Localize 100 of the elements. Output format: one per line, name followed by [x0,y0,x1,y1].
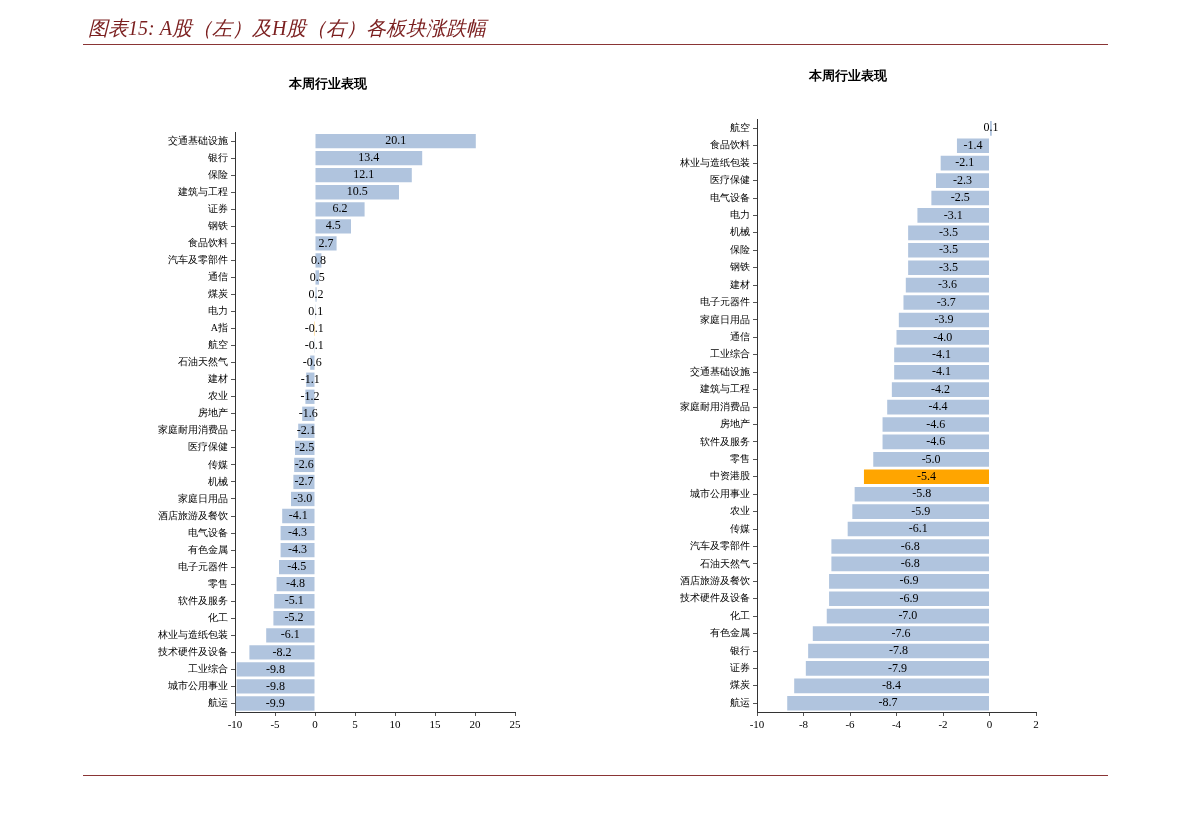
bar [249,645,315,660]
data-label: -7.8 [889,643,909,658]
y-tick-label: 航运 [730,696,750,708]
data-label: 10.5 [346,184,368,199]
x-tick-label: 20 [469,718,481,731]
x-tick-label: -8 [798,718,809,731]
data-label: 0.1 [308,303,324,318]
bar [273,611,315,626]
y-tick-label: 零售 [208,577,228,589]
data-label: -5.1 [284,593,304,608]
y-tick-label: 煤炭 [208,288,228,300]
data-label: -4.2 [930,381,950,396]
y-tick-label: 化工 [208,611,228,623]
y-tick-label: 交通基础设施 [690,365,750,377]
y-tick-label: 电气设备 [710,191,750,203]
y-tick-label: 家庭耐用消费品 [158,424,228,436]
y-tick-label: 医疗保健 [710,174,750,186]
data-label: -6.9 [899,590,919,605]
data-label: -2.1 [296,422,316,437]
data-label: 2.7 [318,235,334,250]
data-label: -2.3 [953,172,973,187]
x-tick-label: 5 [352,718,359,731]
data-label: 0.2 [308,286,324,301]
data-label: -4.4 [928,399,948,414]
data-label: -1.4 [963,137,983,152]
y-tick-label: 酒店旅游及餐饮 [680,574,750,586]
y-tick-label: 医疗保健 [188,441,228,453]
y-tick-label: 保险 [208,168,228,180]
data-label: -4.0 [933,329,953,344]
x-tick-label: 2 [1033,718,1039,731]
x-tick-label: -4 [891,718,902,731]
data-label: -3.1 [943,207,963,222]
data-label: -0.1 [304,320,324,335]
y-tick-label: 电力 [730,209,750,221]
data-label: -6.1 [908,521,928,536]
data-label: 0.5 [309,269,325,284]
y-tick-label: 林业与造纸包装 [157,628,228,640]
data-label: -2.5 [295,440,315,455]
data-label: -6.8 [900,538,920,553]
y-tick-label: 保险 [730,243,750,255]
y-tick-label: 家庭日用品 [178,492,228,504]
data-label: 20.1 [385,133,407,148]
data-label: 0.8 [310,252,326,267]
x-tick-label: -5 [270,718,281,731]
data-label: -3.0 [293,491,313,506]
y-tick-label: 电子元器件 [700,296,750,308]
y-tick-label: 银行 [207,151,228,163]
y-tick-label: 有色金属 [710,627,750,639]
bar [235,696,315,711]
y-tick-label: 石油天然气 [700,557,750,569]
data-label: -3.6 [937,277,957,292]
data-label: -3.5 [939,242,959,257]
data-label: -4.1 [932,364,952,379]
chart-title: 本周行业表现 [808,68,888,84]
bar [315,168,412,183]
y-tick-label: 化工 [730,609,750,621]
data-label: -1.2 [300,388,320,403]
y-tick-label: 石油天然气 [178,356,228,368]
y-tick-label: 有色金属 [188,543,228,555]
y-tick-label: 软件及服务 [700,435,750,447]
x-tick-label: -2 [938,718,948,731]
bar [266,628,315,643]
data-label: -3.7 [936,294,956,309]
data-label: 12.1 [353,167,375,182]
x-tick-label: -10 [749,718,765,731]
data-label: 13.4 [358,150,380,165]
y-tick-label: 电气设备 [188,526,228,538]
y-tick-label: 农业 [208,390,228,402]
y-tick-label: 传媒 [730,522,750,534]
y-tick-label: 房地产 [720,418,750,430]
data-label: -8.4 [882,678,902,693]
data-label: -2.5 [950,190,970,205]
bar [315,185,399,200]
data-label: -7.6 [891,625,911,640]
x-tick-label: 0 [986,718,993,731]
data-label: 0.1 [983,120,999,135]
y-tick-label: 航空 [208,339,228,351]
data-label: -6.9 [899,573,919,588]
y-tick-label: 传媒 [208,458,228,470]
y-tick-label: 证券 [730,662,750,674]
x-tick-label: -10 [227,718,243,731]
y-tick-label: 电力 [208,305,228,317]
y-tick-label: 煤炭 [730,679,750,691]
data-label: -9.8 [266,661,286,676]
y-tick-label: A指 [210,322,228,334]
x-tick-label: 0 [312,718,319,731]
y-tick-label: 航运 [208,697,228,709]
data-label: -6.1 [280,627,300,642]
data-label: -7.0 [898,608,918,623]
y-tick-label: 建材 [729,278,750,290]
data-label: -7.9 [887,660,907,675]
y-tick-label: 工业综合 [188,663,228,675]
bar [315,133,476,149]
y-tick-label: 酒店旅游及餐饮 [158,509,228,521]
data-label: -8.2 [272,644,292,659]
y-tick-label: 交通基础设施 [168,134,228,146]
data-label: -3.5 [939,259,959,274]
y-tick-label: 食品饮料 [710,139,750,151]
bar [315,151,423,166]
y-tick-label: 建材 [207,373,228,385]
